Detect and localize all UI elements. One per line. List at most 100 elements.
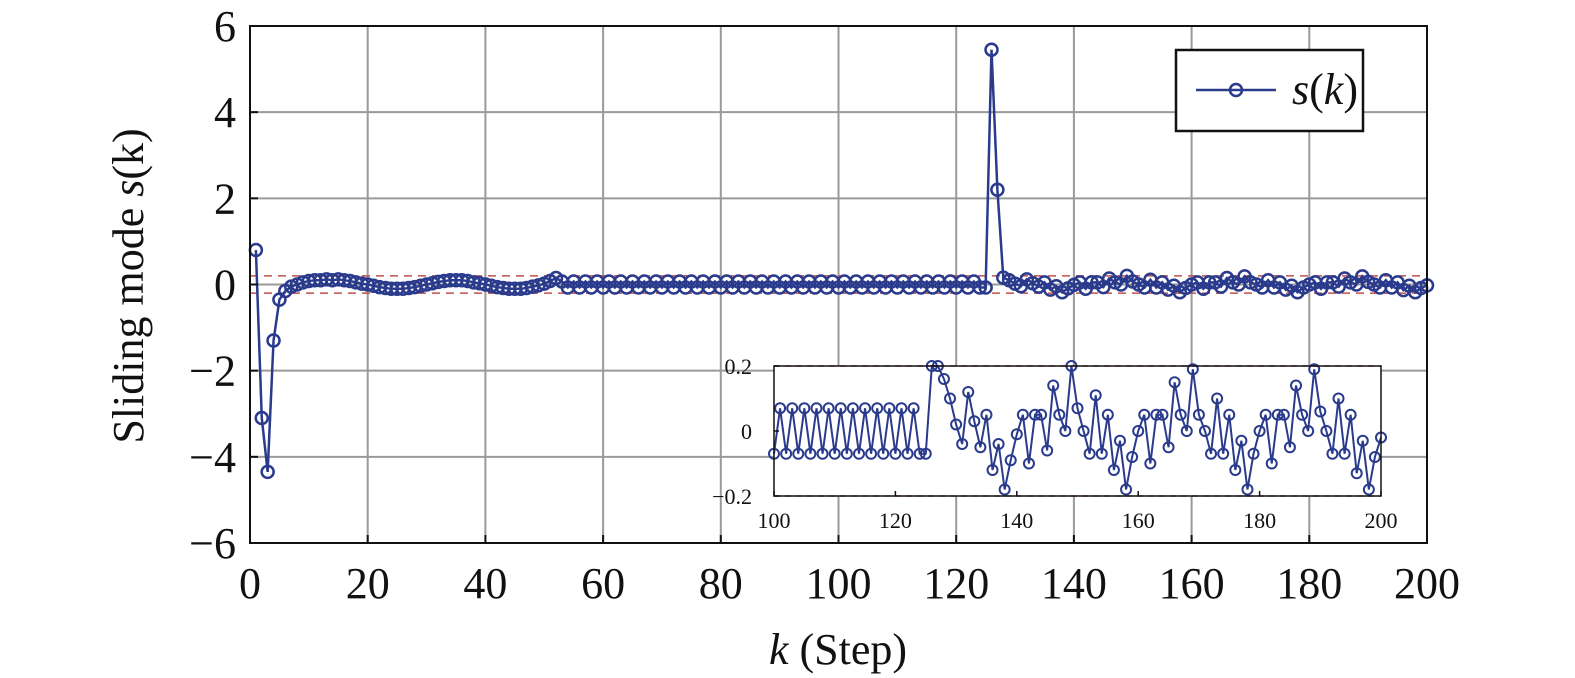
inset-data-point bbox=[1241, 483, 1254, 496]
inset-data-point bbox=[901, 447, 914, 460]
x-tick-label: 80 bbox=[699, 559, 743, 608]
x-tick-label: 20 bbox=[346, 559, 390, 608]
inset-data-point bbox=[1029, 408, 1042, 421]
inset-data-point bbox=[1192, 408, 1205, 421]
inset-data-point bbox=[1326, 447, 1339, 460]
inset-data-point bbox=[786, 402, 799, 415]
inset-data-point bbox=[962, 386, 975, 398]
data-point bbox=[254, 410, 270, 426]
main-y-ticks: −6 −4 −2 0 2 4 6 bbox=[189, 2, 258, 568]
inset-x-tick-label: 160 bbox=[1122, 508, 1155, 533]
inset-data-point bbox=[1344, 408, 1357, 421]
inset-data-point bbox=[919, 447, 932, 460]
data-point bbox=[990, 182, 1005, 197]
x-tick-label: 140 bbox=[1041, 559, 1107, 608]
inset-data-point bbox=[1083, 447, 1096, 460]
inset-data-point bbox=[1283, 441, 1296, 454]
inset-data-point bbox=[1107, 464, 1120, 476]
inset-data-point bbox=[1138, 408, 1151, 421]
inset-data-point bbox=[1041, 444, 1054, 457]
inset-data-point bbox=[840, 447, 853, 460]
x-axis-label: k (Step) bbox=[769, 625, 907, 674]
legend-label: s(k) bbox=[1292, 65, 1358, 114]
inset-data-point bbox=[1296, 408, 1309, 421]
inset-data-point bbox=[1071, 402, 1084, 415]
inset-data-point bbox=[859, 402, 872, 415]
inset-x-tick-label: 100 bbox=[758, 508, 791, 533]
y-axis-label: Sliding mode s(k) bbox=[104, 128, 153, 443]
inset-data-point bbox=[1332, 392, 1345, 405]
inset-data-point bbox=[883, 402, 896, 415]
inset-data-point bbox=[1320, 425, 1333, 437]
x-axis-label-var: k bbox=[769, 625, 790, 674]
inset-data-point bbox=[834, 402, 847, 415]
legend-marker bbox=[1228, 82, 1244, 98]
inset-data-point bbox=[1010, 428, 1023, 441]
inset-data-point bbox=[992, 438, 1005, 450]
inset-data-point bbox=[780, 447, 793, 460]
inset-data-point bbox=[950, 418, 963, 431]
inset-data-point bbox=[1077, 425, 1090, 437]
inset-y-tick-label: −0.2 bbox=[712, 484, 752, 509]
inset-data-point bbox=[1253, 425, 1266, 437]
x-tick-label: 120 bbox=[923, 559, 989, 608]
inset-data-point bbox=[1113, 434, 1126, 447]
inset-data-point bbox=[1126, 451, 1139, 463]
inset-data-point bbox=[1314, 405, 1327, 418]
x-tick-label: 100 bbox=[806, 559, 872, 608]
inset-data-point bbox=[1022, 457, 1035, 470]
inset-data-point bbox=[1089, 389, 1102, 402]
inset-data-point bbox=[1223, 408, 1236, 421]
y-tick-label: −4 bbox=[189, 433, 236, 482]
y-tick-label: −2 bbox=[189, 347, 236, 396]
inset-data-point bbox=[1132, 425, 1145, 437]
inset-data-point bbox=[1095, 447, 1108, 460]
inset-data-point bbox=[1277, 408, 1290, 421]
inset-data-point bbox=[1162, 441, 1175, 454]
inset-data-point bbox=[774, 402, 787, 415]
inset-data-point bbox=[1120, 483, 1133, 496]
y-axis-label-arg: (k) bbox=[104, 128, 153, 179]
inset-background bbox=[774, 366, 1381, 496]
data-point bbox=[1084, 275, 1099, 290]
inset-x-tick-label: 140 bbox=[1000, 508, 1033, 533]
inset-data-point bbox=[944, 392, 957, 405]
inset-data-point bbox=[1156, 408, 1169, 421]
y-axis-label-var: s bbox=[104, 180, 153, 197]
y-tick-label: −6 bbox=[189, 519, 236, 568]
x-tick-label: 160 bbox=[1159, 559, 1225, 608]
inset-data-point bbox=[998, 483, 1011, 496]
inset-data-point bbox=[846, 402, 859, 415]
inset-data-point bbox=[1198, 425, 1211, 437]
inset-data-point bbox=[1290, 379, 1303, 392]
inset-data-point bbox=[937, 373, 950, 385]
x-tick-label: 200 bbox=[1394, 559, 1460, 608]
inset-data-point bbox=[1205, 447, 1218, 460]
x-tick-label: 40 bbox=[463, 559, 507, 608]
inset-data-point bbox=[986, 464, 999, 476]
inset-data-point bbox=[792, 447, 805, 460]
inset-data-point bbox=[852, 447, 865, 460]
data-point bbox=[260, 464, 275, 480]
main-series-sk bbox=[248, 42, 1435, 480]
inset-data-point bbox=[1150, 408, 1163, 421]
x-tick-label: 60 bbox=[581, 559, 625, 608]
inset-data-point bbox=[956, 438, 969, 450]
inset-data-point bbox=[1247, 447, 1260, 460]
inset-data-point bbox=[1362, 483, 1375, 496]
inset-x-ticks: 100 120 140 160 180 200 bbox=[758, 491, 1398, 533]
inset-data-point bbox=[828, 447, 841, 460]
inset-data-point bbox=[1174, 408, 1187, 421]
y-tick-label: 2 bbox=[214, 174, 236, 223]
inset-y-tick-label: 0 bbox=[741, 419, 752, 444]
inset-data-point bbox=[1211, 392, 1224, 405]
x-tick-label: 0 bbox=[239, 559, 261, 608]
x-tick-label: 180 bbox=[1276, 559, 1342, 608]
inset-data-point bbox=[816, 447, 829, 460]
inset-data-point bbox=[871, 402, 884, 415]
inset-data-point bbox=[1265, 457, 1278, 470]
inset-data-point bbox=[865, 447, 878, 460]
inset-series-sk bbox=[768, 360, 1387, 496]
inset-data-point bbox=[1302, 425, 1315, 437]
